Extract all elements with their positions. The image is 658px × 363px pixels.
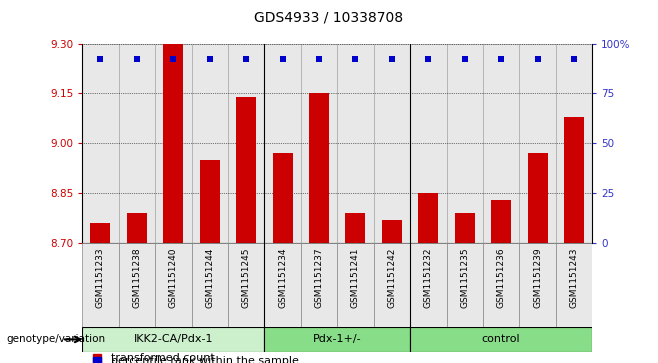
Bar xyxy=(410,44,447,243)
Bar xyxy=(301,243,338,327)
Bar xyxy=(191,44,228,243)
Bar xyxy=(491,200,511,243)
Text: GSM1151241: GSM1151241 xyxy=(351,248,360,308)
Bar xyxy=(82,44,118,243)
Text: percentile rank within the sample: percentile rank within the sample xyxy=(111,356,299,363)
Text: GSM1151239: GSM1151239 xyxy=(533,248,542,308)
Bar xyxy=(447,243,483,327)
Text: GSM1151243: GSM1151243 xyxy=(569,248,578,308)
Bar xyxy=(418,193,438,243)
Text: GSM1151236: GSM1151236 xyxy=(497,248,505,308)
Bar xyxy=(163,44,184,243)
Text: GSM1151234: GSM1151234 xyxy=(278,248,287,308)
Text: GSM1151235: GSM1151235 xyxy=(460,248,469,308)
Bar xyxy=(200,160,220,243)
Bar xyxy=(338,243,374,327)
Text: genotype/variation: genotype/variation xyxy=(7,334,106,344)
Bar xyxy=(564,117,584,243)
Bar xyxy=(483,243,519,327)
Bar xyxy=(556,243,592,327)
Bar xyxy=(272,153,293,243)
Text: GDS4933 / 10338708: GDS4933 / 10338708 xyxy=(255,11,403,25)
Text: GSM1151232: GSM1151232 xyxy=(424,248,433,308)
Text: Pdx-1+/-: Pdx-1+/- xyxy=(313,334,361,344)
Bar xyxy=(374,44,410,243)
Bar xyxy=(382,220,402,243)
Bar xyxy=(265,327,410,352)
Text: transformed count: transformed count xyxy=(111,352,215,363)
Bar xyxy=(483,44,519,243)
Text: GSM1151238: GSM1151238 xyxy=(132,248,141,308)
Bar xyxy=(338,44,374,243)
Bar xyxy=(265,243,301,327)
Bar xyxy=(155,44,191,243)
Text: GSM1151237: GSM1151237 xyxy=(315,248,324,308)
Bar xyxy=(345,213,365,243)
Bar xyxy=(236,97,256,243)
Bar xyxy=(374,243,410,327)
Bar xyxy=(528,153,547,243)
Text: GSM1151244: GSM1151244 xyxy=(205,248,215,308)
Text: GSM1151245: GSM1151245 xyxy=(241,248,251,308)
Bar xyxy=(118,44,155,243)
Bar xyxy=(519,44,556,243)
Bar xyxy=(127,213,147,243)
Text: GSM1151240: GSM1151240 xyxy=(169,248,178,308)
Bar xyxy=(228,44,265,243)
Text: IKK2-CA/Pdx-1: IKK2-CA/Pdx-1 xyxy=(134,334,213,344)
Text: control: control xyxy=(482,334,520,344)
Bar xyxy=(82,243,118,327)
Bar xyxy=(455,213,474,243)
Bar xyxy=(228,243,265,327)
Bar xyxy=(556,44,592,243)
Bar xyxy=(309,94,329,243)
Bar xyxy=(447,44,483,243)
Bar xyxy=(155,243,191,327)
Text: GSM1151242: GSM1151242 xyxy=(388,248,396,308)
Bar xyxy=(90,223,111,243)
Bar xyxy=(118,243,155,327)
Bar xyxy=(82,327,265,352)
Bar xyxy=(519,243,556,327)
Bar xyxy=(410,243,447,327)
Bar xyxy=(410,327,592,352)
Bar xyxy=(191,243,228,327)
Bar xyxy=(265,44,301,243)
Text: GSM1151233: GSM1151233 xyxy=(96,248,105,308)
Bar xyxy=(301,44,338,243)
